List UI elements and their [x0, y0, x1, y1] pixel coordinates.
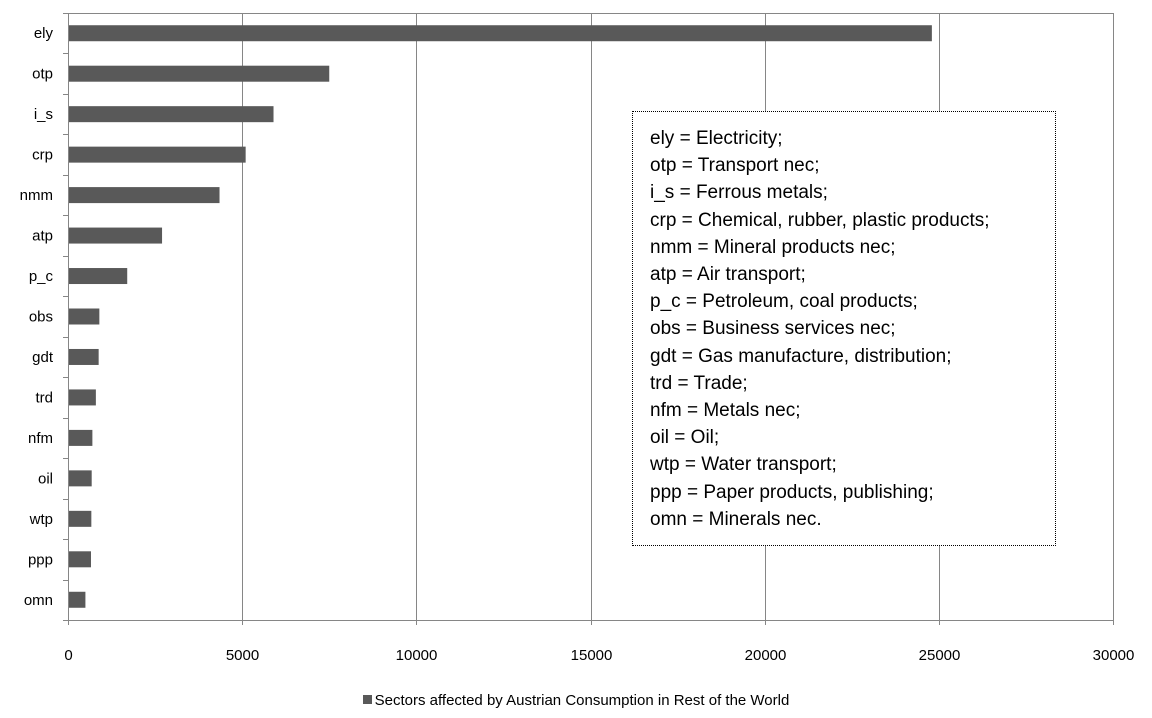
legend-swatch [362, 695, 372, 704]
x-tick-labels: 0 5000 10000 15000 20000 25000 30000 [64, 647, 1134, 664]
bar-trd [69, 389, 96, 406]
sector-definitions-box: ely = Electricity; otp = Transport nec; … [632, 111, 1056, 546]
y-tick-label: crp [32, 147, 53, 164]
definition-line: omn = Minerals nec. [650, 508, 822, 530]
y-tick-label: i_s [34, 106, 53, 123]
y-tick-label: atp [32, 228, 53, 245]
bar-oil [69, 470, 92, 487]
bar-ely [69, 25, 932, 42]
y-tick-label: nmm [20, 187, 53, 204]
definition-line: gdt = Gas manufacture, distribution; [650, 345, 952, 367]
definition-line: atp = Air transport; [650, 264, 806, 286]
bar-nfm [69, 429, 93, 446]
x-tick-label: 10000 [396, 647, 438, 664]
definition-line: crp = Chemical, rubber, plastic products… [650, 209, 990, 231]
definition-line: obs = Business services nec; [650, 318, 896, 340]
bar-obs [69, 308, 100, 325]
definition-line: nmm = Mineral products nec; [650, 236, 896, 258]
y-tick-label: nfm [28, 430, 53, 447]
y-tick-label: omn [24, 592, 53, 609]
definition-line: ely = Electricity; [650, 128, 783, 149]
axes [63, 13, 1114, 625]
bar-atp [69, 227, 163, 244]
bar-p_c [69, 268, 128, 285]
y-tick-label: obs [29, 309, 53, 326]
definition-line: wtp = Water transport; [650, 454, 837, 476]
y-tick-label: gdt [32, 349, 54, 366]
x-tick-label: 5000 [226, 647, 259, 664]
x-tick-label: 30000 [1093, 647, 1135, 664]
y-tick-label: otp [32, 66, 53, 83]
definition-line: trd = Trade; [650, 372, 748, 394]
definition-line: otp = Transport nec; [650, 155, 820, 177]
bar-omn [69, 591, 86, 608]
bars [69, 25, 932, 608]
y-tick-label: trd [35, 389, 53, 406]
y-tick-label: oil [38, 470, 53, 487]
x-tick-label: 25000 [919, 647, 961, 664]
definition-line: ppp = Paper products, publishing; [650, 481, 934, 503]
y-tick-label: p_c [29, 268, 54, 285]
bar-i_s [69, 106, 274, 123]
bar-nmm [69, 187, 220, 204]
definition-line: oil = Oil; [650, 427, 720, 449]
bar-ppp [69, 551, 91, 568]
bar-gdt [69, 348, 99, 365]
y-tick-label: ppp [28, 551, 53, 568]
definition-line: p_c = Petroleum, coal products; [650, 291, 918, 313]
series-legend-label: Sectors affected by Austrian Consumption… [374, 692, 790, 709]
definition-line: nfm = Metals nec; [650, 400, 801, 422]
bar-wtp [69, 510, 92, 527]
x-tick-label: 0 [64, 647, 72, 664]
x-tick-label: 15000 [571, 647, 613, 664]
y-tick-label: wtp [29, 511, 53, 528]
series-legend: Sectors affected by Austrian Consumption… [0, 692, 1152, 710]
bar-otp [69, 65, 330, 82]
y-tick-label: ely [34, 25, 54, 42]
bar-crp [69, 146, 246, 163]
definition-line: i_s = Ferrous metals; [650, 182, 828, 204]
x-tick-label: 20000 [745, 647, 787, 664]
